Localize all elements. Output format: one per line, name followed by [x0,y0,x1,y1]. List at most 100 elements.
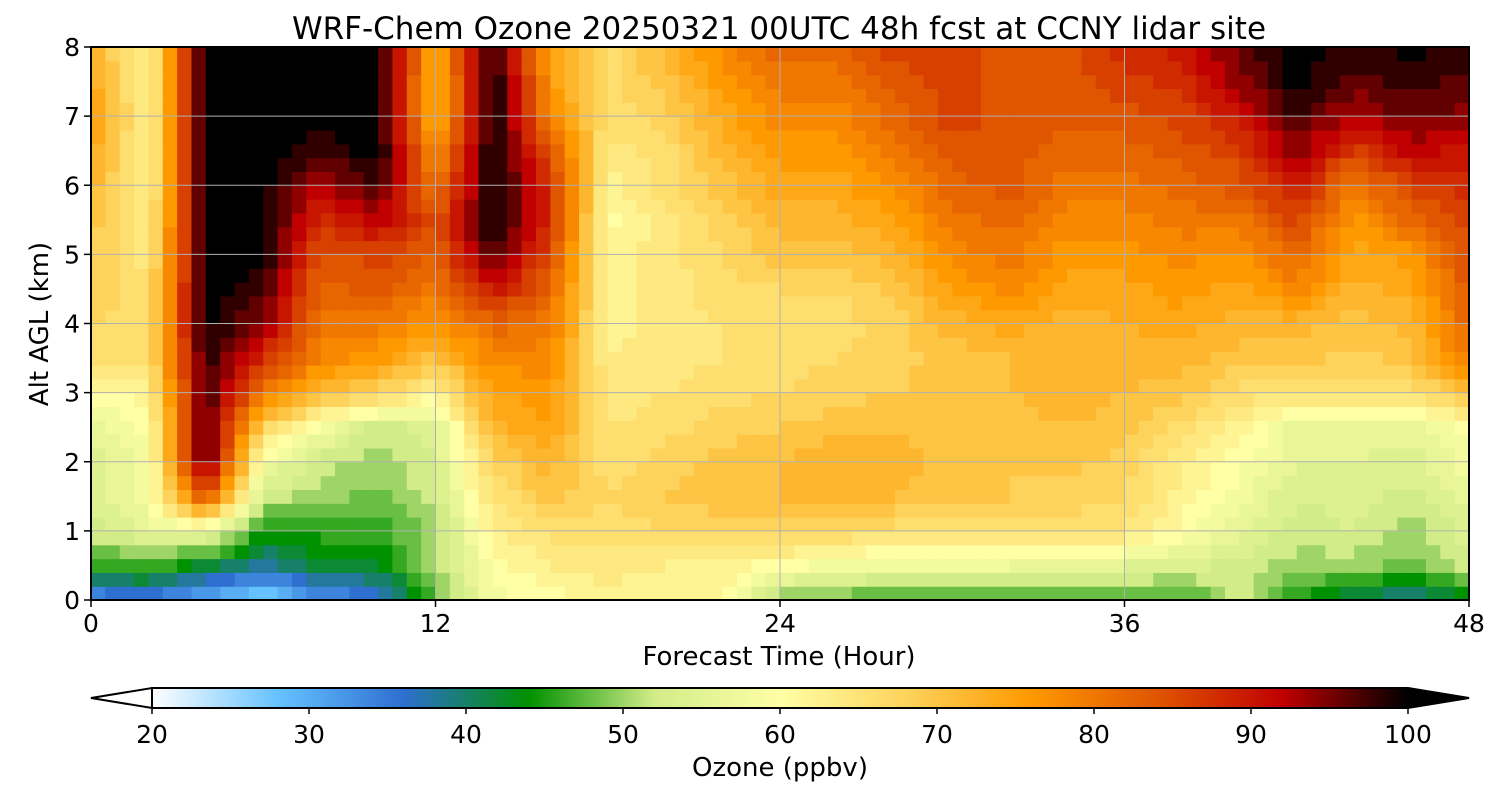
heat-cell [1368,212,1384,228]
heat-cell [894,199,910,214]
heat-cell [622,420,638,435]
heat-cell [205,461,221,477]
heat-cell [162,185,178,200]
heat-cell [1454,47,1469,62]
heat-cell [622,47,638,62]
heat-cell [780,47,795,62]
heat-cell [780,461,795,477]
heat-cell [851,60,867,76]
heat-cell [780,102,795,117]
heat-cell [1425,447,1441,463]
heat-cell [435,199,451,214]
heat-cell [1067,185,1083,200]
heat-cell [607,544,623,560]
heat-cell [923,60,939,76]
heat-cell [1425,129,1441,145]
heat-cell [91,171,106,186]
heat-cell [162,171,178,186]
heat-cell [1167,143,1183,159]
heat-cell [1397,572,1413,587]
heat-cell [866,544,882,560]
heat-cell [693,268,709,283]
heat-cell [1311,337,1327,352]
heat-cell [1411,254,1427,269]
heat-cell [650,102,666,117]
heat-cell [392,185,408,200]
heat-cell [205,74,221,90]
heat-cell [421,268,437,283]
heat-cell [1397,323,1413,338]
heat-cell [1224,530,1240,546]
heat-cell [349,88,365,103]
heat-cell [119,530,135,546]
heat-cell [1181,102,1197,117]
heat-cell [966,517,982,532]
heat-cell [880,544,896,560]
heat-cell [478,544,494,560]
heat-cell [1382,116,1398,131]
heat-cell [248,185,264,200]
heat-cell [1110,309,1126,325]
heat-cell [751,143,767,159]
heat-cell [650,295,666,311]
heat-cell [435,88,451,103]
heat-cell [794,406,810,421]
heat-cell [736,88,752,103]
heat-cell [995,171,1011,186]
heat-cell [119,74,135,90]
heat-cell [1052,489,1068,504]
heat-cell [1181,364,1197,380]
heat-cell [1282,171,1298,186]
heat-cell [1311,378,1327,394]
heat-cell [119,240,135,255]
heat-cell [1124,544,1140,560]
heat-cell [1067,143,1083,159]
heat-cell [435,378,451,394]
heat-cell [521,503,537,518]
heat-cell [607,406,623,421]
heat-cell [780,544,795,560]
heat-cell [736,558,752,573]
heat-cell [1411,129,1427,145]
heat-cell [320,489,336,504]
heat-cell [1440,434,1456,449]
heat-cell [492,572,508,587]
heat-cell [1296,171,1312,186]
heat-cell [177,102,193,117]
heat-cell [220,254,236,269]
heat-cell [909,143,925,159]
heat-cell [1210,309,1226,325]
heat-cell [263,185,279,200]
heat-cell [1282,240,1298,255]
heat-cell [1224,323,1240,338]
heat-cell [162,309,178,325]
heat-cell [722,558,738,573]
heat-cell [1354,475,1370,490]
heat-cell [866,351,882,366]
heat-cell [1253,129,1269,145]
heat-cell [1138,392,1154,408]
heat-cell [1239,309,1255,325]
heat-cell [392,434,408,449]
heat-cell [1167,406,1183,421]
heat-cell [1024,226,1039,242]
heat-cell [1282,212,1298,228]
heat-cell [234,558,250,573]
heat-cell [464,406,480,421]
heat-cell [363,558,379,573]
heat-cell [449,558,465,573]
heat-cell [1009,226,1025,242]
heat-cell [880,240,896,255]
heat-cell [966,364,982,380]
heat-cell [492,171,508,186]
heat-cell [521,392,537,408]
heat-cell [1397,212,1413,228]
heat-cell [320,171,336,186]
heat-cell [234,378,250,394]
heat-cell [607,517,623,532]
heat-cell [349,420,365,435]
heat-cell [1253,337,1269,352]
heat-cell [248,129,264,145]
heat-cell [808,157,824,173]
